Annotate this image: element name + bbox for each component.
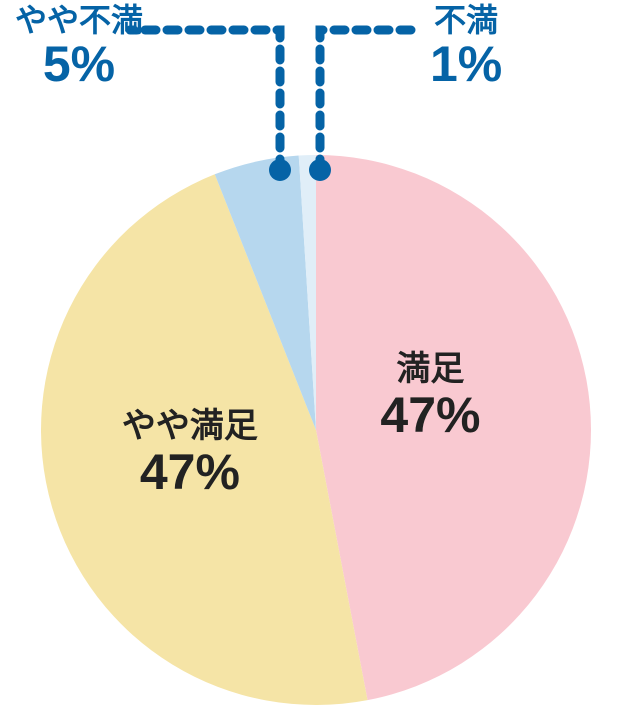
satisfaction-pie-chart: 満足47%やや満足47%やや不満5%不満1%: [0, 0, 633, 709]
pie-svg: [0, 0, 633, 709]
callout-pct-yaya_fuman: 5%: [15, 38, 143, 91]
callout-name-fuman: 不満: [430, 4, 502, 38]
callout-dot-fuman: [309, 159, 331, 181]
callout-name-yaya_fuman: やや不満: [15, 4, 143, 38]
callout-leader-fuman: [320, 30, 420, 170]
slice-label-manzoku: 満足47%: [380, 351, 480, 443]
slice-label-yaya_manzoku: やや満足47%: [122, 408, 258, 500]
slice-name-yaya_manzoku: やや満足: [122, 408, 258, 445]
callout-label-fuman: 不満1%: [430, 4, 502, 90]
callout-pct-fuman: 1%: [430, 38, 502, 91]
callout-label-yaya_fuman: やや不満5%: [15, 4, 143, 90]
callout-dot-yaya_fuman: [269, 159, 291, 181]
slice-pct-yaya_manzoku: 47%: [122, 445, 258, 500]
callout-leader-yaya_fuman: [130, 30, 280, 170]
slice-pct-manzoku: 47%: [380, 388, 480, 443]
slice-name-manzoku: 満足: [380, 351, 480, 388]
